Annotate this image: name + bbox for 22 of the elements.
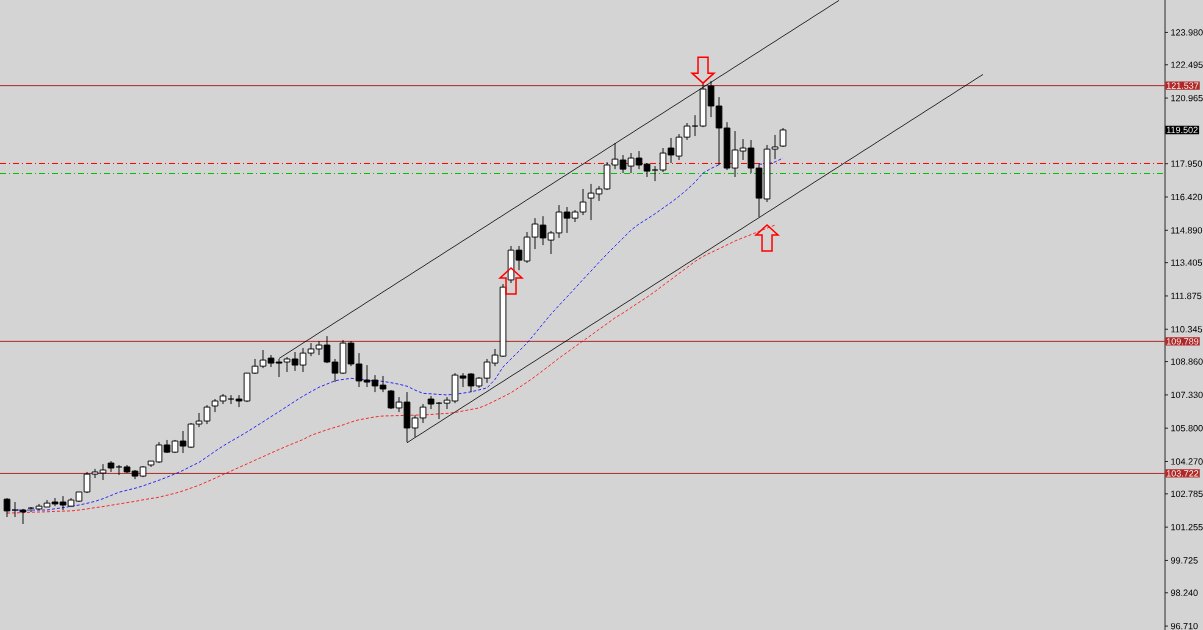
y-tick-label: 113.405 xyxy=(1171,259,1203,266)
y-tick-label: 96.710 xyxy=(1170,622,1198,630)
y-tick-label: 116.420 xyxy=(1171,193,1203,201)
y-tick-label: 114.890 xyxy=(1171,227,1203,234)
y-tick-label: 123.980 xyxy=(1171,29,1203,36)
y-tick-label: 105.800 xyxy=(1171,425,1203,432)
y-tick-label: 111.875 xyxy=(1171,292,1202,300)
ref-line-label: 121.537 xyxy=(1166,82,1199,89)
y-tick-label: 107.330 xyxy=(1171,391,1203,399)
ref-line-label: 109.789 xyxy=(1166,338,1199,345)
y-tick-label: 101.255 xyxy=(1171,523,1203,531)
y-tick-label: 99.725 xyxy=(1170,557,1198,564)
y-tick-label: 110.345 xyxy=(1171,326,1203,333)
y-tick-label: 108.860 xyxy=(1171,358,1203,365)
y-tick-label: 117.950 xyxy=(1171,160,1203,167)
ref-line-label: 103.722 xyxy=(1166,470,1199,477)
y-tick-label: 98.240 xyxy=(1170,589,1198,596)
text: 119.502 xyxy=(1166,126,1198,134)
y-tick-label: 120.965 xyxy=(1171,94,1203,102)
y-tick-label: 122.495 xyxy=(1171,61,1203,68)
y-tick-label: 102.785 xyxy=(1171,490,1203,498)
y-tick-label: 104.270 xyxy=(1171,458,1203,465)
